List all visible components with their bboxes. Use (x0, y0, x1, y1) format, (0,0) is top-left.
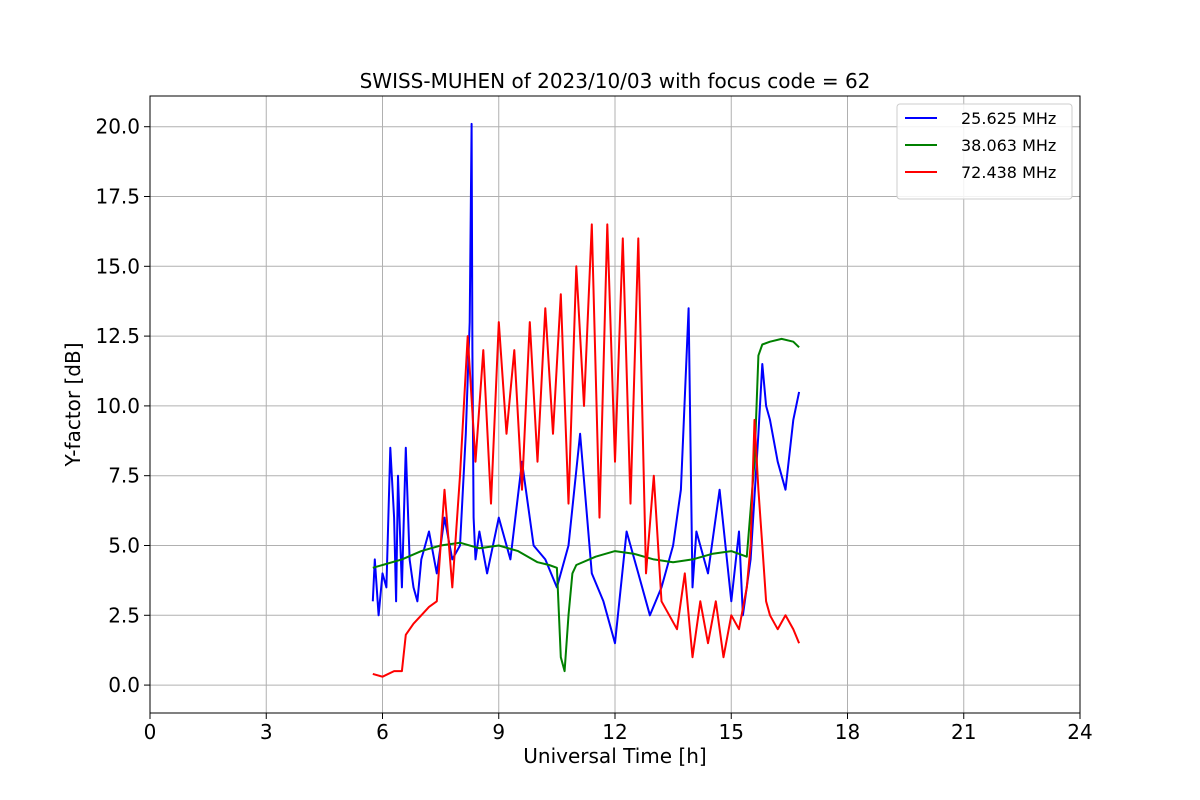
y-axis-label: Y-factor [dB] (61, 342, 85, 467)
x-tick-label: 9 (492, 720, 505, 744)
x-tick-label: 12 (602, 720, 627, 744)
y-tick-label: 2.5 (108, 603, 140, 627)
chart-title: SWISS-MUHEN of 2023/10/03 with focus cod… (360, 69, 871, 93)
x-tick-label: 3 (260, 720, 273, 744)
x-tick-label: 15 (719, 720, 744, 744)
legend-label: 25.625 MHz (961, 109, 1056, 128)
y-tick-label: 17.5 (95, 185, 140, 209)
x-axis: 0 3 6 9 12 15 18 21 24 (144, 713, 1093, 744)
x-tick-label: 18 (835, 720, 860, 744)
series-line-3 (372, 223, 801, 678)
legend-box (896, 103, 1073, 200)
y-tick-label: 12.5 (95, 324, 140, 348)
y-tick-label: 10.0 (95, 394, 140, 418)
series-line-2 (372, 337, 800, 673)
legend-label: 38.063 MHz (961, 136, 1056, 155)
legend-label: 72.438 MHz (961, 163, 1056, 182)
x-tick-label: 6 (376, 720, 389, 744)
y-tick-label: 0.0 (108, 673, 140, 697)
x-tick-label: 24 (1067, 720, 1092, 744)
y-axis: 0.0 2.5 5.0 7.5 10.0 12.5 15.0 17.5 20.0 (95, 115, 150, 697)
y-tick-label: 7.5 (108, 464, 140, 488)
series-layer (371, 122, 801, 678)
y-tick-label: 20.0 (95, 115, 140, 139)
y-tick-label: 15.0 (95, 254, 140, 278)
series-line-1 (371, 122, 801, 645)
x-tick-label: 0 (144, 720, 157, 744)
legend: 25.625 MHz 38.063 MHz 72.438 MHz (896, 103, 1073, 200)
x-tick-label: 21 (951, 720, 976, 744)
y-tick-label: 5.0 (108, 533, 140, 557)
x-axis-label: Universal Time [h] (523, 744, 706, 768)
